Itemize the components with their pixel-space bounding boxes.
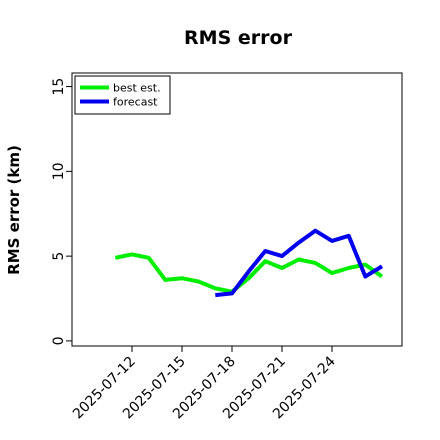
y-tick-label: 5 — [51, 252, 67, 261]
legend-box — [74, 75, 171, 115]
legend: best est. forecast — [74, 75, 171, 115]
series-layer — [114, 228, 384, 298]
y-axis: 0 5 10 15 — [51, 78, 72, 345]
x-axis: 2025-07-122025-07-152025-07-182025-07-21… — [70, 346, 339, 422]
y-tick-label: 15 — [51, 78, 67, 96]
legend-label-best-est: best est. — [113, 82, 161, 95]
y-axis-label: RMS error (km) — [5, 145, 23, 275]
chart-title: RMS error — [184, 27, 293, 49]
series-line-forecast — [215, 228, 384, 298]
legend-label-forecast: forecast — [113, 96, 158, 109]
y-tick-label: 0 — [51, 336, 67, 345]
plot-area-frame — [71, 72, 403, 347]
y-tick-label: 10 — [51, 162, 67, 180]
series-line-best-est — [114, 252, 384, 294]
